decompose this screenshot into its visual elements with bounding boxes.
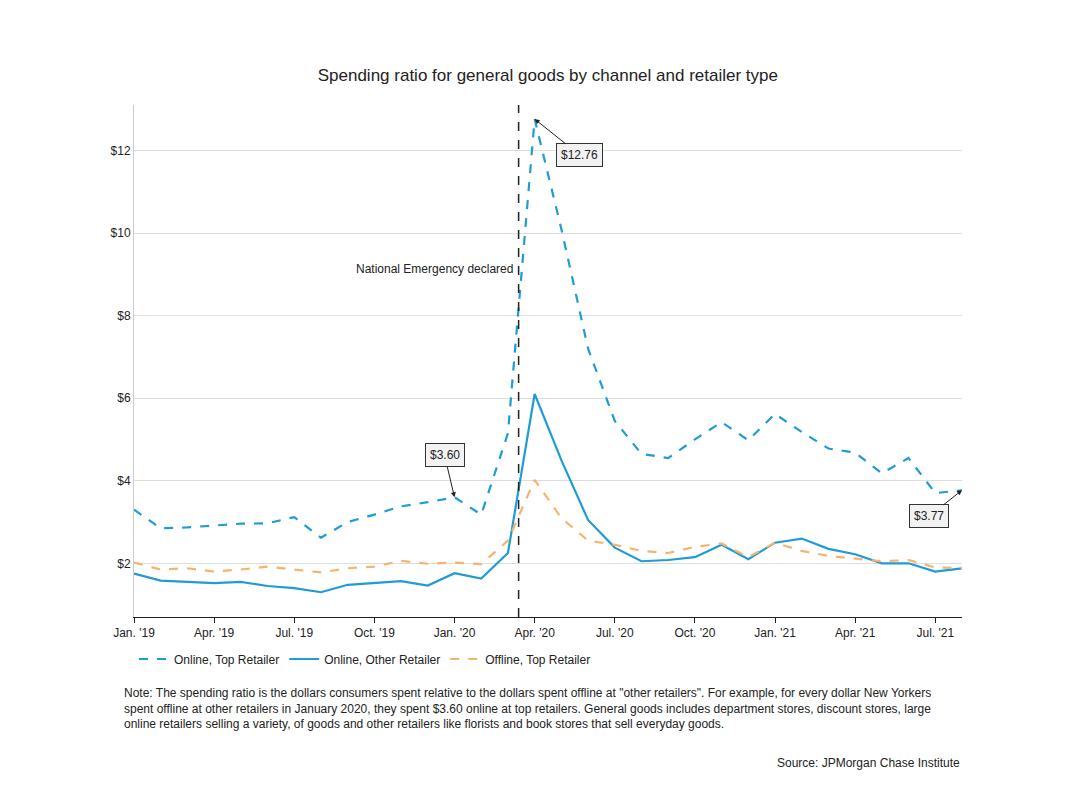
svg-text:Oct. '19: Oct. '19 (354, 626, 395, 640)
svg-text:Source: JPMorgan Chase Institu: Source: JPMorgan Chase Institute (777, 756, 960, 770)
svg-text:Oct. '20: Oct. '20 (674, 626, 715, 640)
svg-text:$12: $12 (111, 144, 131, 158)
svg-text:$10: $10 (111, 226, 131, 240)
svg-text:Jul. '19: Jul. '19 (275, 626, 313, 640)
svg-text:Apr. '20: Apr. '20 (514, 626, 555, 640)
svg-text:Online, Other Retailer: Online, Other Retailer (324, 653, 440, 667)
svg-text:$8: $8 (117, 309, 131, 323)
svg-text:Jan. '20: Jan. '20 (434, 626, 476, 640)
svg-text:National Emergency declared: National Emergency declared (356, 262, 513, 276)
svg-text:Jan. '19: Jan. '19 (113, 626, 155, 640)
svg-text:Spending ratio for general goo: Spending ratio for general goods by chan… (318, 66, 778, 85)
svg-text:Jul. '20: Jul. '20 (596, 626, 634, 640)
svg-text:Apr. '19: Apr. '19 (194, 626, 235, 640)
svg-text:Online, Top Retailer: Online, Top Retailer (174, 653, 279, 667)
svg-text:$6: $6 (117, 391, 131, 405)
svg-text:Jan. '21: Jan. '21 (754, 626, 796, 640)
svg-text:$3.77: $3.77 (914, 509, 944, 523)
svg-text:$2: $2 (117, 557, 131, 571)
svg-text:$12.76: $12.76 (561, 148, 598, 162)
svg-text:Jul. '21: Jul. '21 (916, 626, 954, 640)
svg-text:Apr. '21: Apr. '21 (835, 626, 876, 640)
svg-text:Note: The spending ratio is th: Note: The spending ratio is the dollars … (124, 686, 931, 731)
svg-text:Offline, Top Retailer: Offline, Top Retailer (485, 653, 590, 667)
svg-text:$3.60: $3.60 (430, 448, 460, 462)
svg-text:$4: $4 (117, 474, 131, 488)
